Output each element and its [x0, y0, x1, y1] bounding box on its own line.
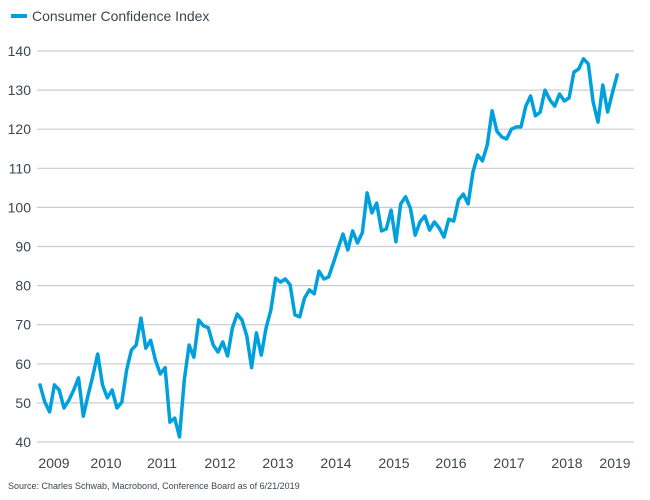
source-note: Source: Charles Schwab, Macrobond, Confe… [8, 481, 300, 491]
series-line-consumer-confidence [38, 57, 619, 439]
y-tick-label: 50 [15, 395, 31, 411]
y-tick-label: 140 [8, 43, 32, 59]
x-tick-label: 2011 [147, 455, 177, 471]
y-tick-label: 110 [9, 160, 32, 176]
y-tick-label: 120 [8, 121, 32, 137]
x-tick-label: 2014 [320, 455, 351, 471]
series-points [39, 58, 618, 437]
gridlines [37, 50, 634, 443]
x-tick-label: 2017 [493, 455, 524, 471]
x-tick-label: 2010 [90, 455, 121, 471]
y-tick-label: 60 [15, 356, 31, 372]
legend: Consumer Confidence Index [11, 8, 209, 24]
y-tick-label: 130 [8, 82, 32, 98]
x-tick-label: 2013 [262, 455, 293, 471]
y-tick-label: 80 [15, 278, 31, 294]
x-tick-label: 2009 [38, 455, 69, 471]
y-axis-ticks: 40 50 60 70 80 90 100 110 120 130 140 [8, 43, 32, 450]
x-tick-label: 2015 [378, 455, 409, 471]
y-tick-label: 40 [15, 434, 31, 450]
y-tick-label: 100 [8, 199, 32, 215]
legend-swatch [11, 14, 27, 18]
x-tick-label: 2018 [551, 455, 582, 471]
y-tick-label: 90 [15, 239, 31, 255]
x-tick-label: 2019 [599, 455, 630, 471]
x-tick-label: 2016 [435, 455, 466, 471]
x-tick-label: 2012 [204, 455, 235, 471]
legend-label: Consumer Confidence Index [32, 8, 210, 24]
x-axis-ticks: 2009 2010 2011 2012 2013 2014 2015 2016 2017 2018… [38, 455, 630, 471]
y-tick-label: 70 [15, 317, 31, 333]
